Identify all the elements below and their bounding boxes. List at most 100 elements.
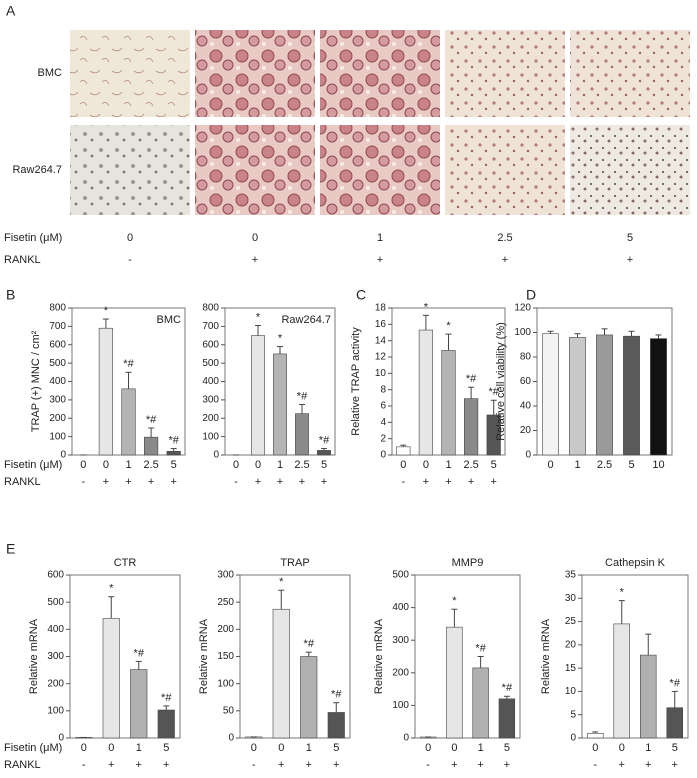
y-tick-label: 200 — [217, 624, 234, 635]
x-tick-label: 10 — [652, 459, 664, 471]
y-tick-label: 150 — [217, 651, 234, 662]
rankl-label: + — [477, 759, 483, 771]
panel-label: A — [6, 3, 16, 19]
significance-mark: *# — [475, 642, 486, 654]
bar — [144, 436, 159, 456]
significance-mark: * — [452, 595, 457, 607]
chart-title: Cathepsin K — [605, 557, 666, 569]
y-tick-label: 500 — [49, 358, 66, 369]
x-tick-label: 0 — [251, 742, 257, 754]
bar — [272, 608, 290, 739]
x-tick-label: 0 — [451, 742, 457, 754]
significance-mark: *# — [488, 386, 499, 398]
rankl-label: - — [234, 476, 238, 488]
x-tick-label: 0 — [423, 459, 429, 471]
x-tick-label: 1 — [125, 459, 131, 471]
significance-mark: *# — [466, 373, 477, 385]
bar — [300, 656, 318, 739]
bar — [586, 733, 604, 739]
y-tick-label: 100 — [392, 700, 409, 711]
bar — [251, 335, 265, 456]
y-tick-label: 120 — [514, 303, 531, 314]
micrograph — [320, 30, 440, 117]
rankl-label: + — [672, 759, 678, 771]
row-label: RANKL — [4, 476, 41, 488]
x-tick-label: 5 — [672, 742, 678, 754]
x-tick-label: 0 — [400, 459, 406, 471]
rankl-label: + — [170, 476, 176, 488]
y-tick-label: 500 — [392, 570, 409, 581]
y-tick-label: 0 — [58, 733, 64, 744]
rankl-label: - — [401, 476, 405, 488]
y-tick-label: 6 — [380, 401, 386, 412]
micrograph — [445, 125, 565, 215]
x-tick-label: 1 — [277, 459, 283, 471]
y-tick-label: 400 — [49, 376, 66, 387]
y-tick-label: 400 — [202, 376, 219, 387]
y-tick-label: 18 — [375, 303, 387, 314]
y-tick-label: 200 — [202, 413, 219, 424]
significance-mark: * — [620, 587, 625, 599]
x-tick-label: 0 — [425, 742, 431, 754]
y-tick-label: 0 — [213, 450, 219, 461]
significance-mark: *# — [161, 692, 172, 704]
rankl-label: + — [423, 476, 429, 488]
y-tick-label: 200 — [47, 678, 64, 689]
bar — [121, 388, 136, 456]
y-tick-label: 300 — [217, 570, 234, 581]
significance-mark: * — [109, 583, 114, 595]
bar — [130, 669, 148, 739]
y-tick-label: 0 — [60, 450, 66, 461]
plot-frame — [581, 574, 689, 739]
bar — [639, 654, 657, 739]
y-tick-label: 0 — [228, 733, 234, 744]
column-label: + — [252, 254, 258, 266]
bar — [295, 413, 309, 456]
panel-label: B — [6, 287, 15, 303]
bar — [98, 327, 113, 456]
rankl-label: - — [81, 476, 85, 488]
rankl-label: + — [163, 759, 169, 771]
x-tick-label: 1 — [306, 742, 312, 754]
x-tick-label: 0 — [619, 742, 625, 754]
rankl-label: + — [451, 759, 457, 771]
column-label: 0 — [127, 232, 133, 244]
x-tick-label: 1 — [445, 459, 451, 471]
bar — [650, 338, 667, 456]
y-tick-label: 10 — [375, 368, 387, 379]
y-tick-label: 500 — [202, 358, 219, 369]
bar — [317, 450, 331, 456]
row-label: Raw264.7 — [12, 164, 62, 176]
micrograph — [70, 30, 190, 117]
rankl-label: + — [445, 476, 451, 488]
y-tick-label: 25 — [565, 616, 577, 627]
x-tick-label: 1 — [574, 459, 580, 471]
x-tick-label: 5 — [171, 459, 177, 471]
bar — [472, 667, 489, 739]
significance-mark: * — [278, 332, 283, 344]
y-axis-label: TRAP (+) MNC / cm² — [30, 330, 42, 432]
x-tick-label: 0 — [233, 459, 239, 471]
chart-title: MMP9 — [452, 557, 484, 569]
significance-mark: * — [104, 305, 109, 317]
y-tick-label: 700 — [49, 321, 66, 332]
y-tick-label: 100 — [47, 705, 64, 716]
row-label: RANKL — [4, 759, 41, 771]
bar — [441, 350, 456, 456]
rankl-label: + — [468, 476, 474, 488]
panel-label: E — [6, 541, 15, 557]
rankl-label: + — [136, 759, 142, 771]
y-tick-label: 15 — [565, 663, 577, 674]
y-tick-label: 400 — [47, 624, 64, 635]
significance-mark: * — [424, 301, 429, 313]
y-tick-label: 100 — [217, 678, 234, 689]
panel-label: D — [526, 287, 536, 303]
bar — [157, 709, 175, 739]
y-tick-label: 30 — [565, 593, 577, 604]
y-tick-label: 14 — [375, 335, 387, 346]
y-tick-label: 300 — [202, 395, 219, 406]
y-tick-label: 250 — [217, 597, 234, 608]
rankl-label: + — [108, 759, 114, 771]
significance-mark: *# — [123, 358, 134, 370]
rankl-label: + — [103, 476, 109, 488]
